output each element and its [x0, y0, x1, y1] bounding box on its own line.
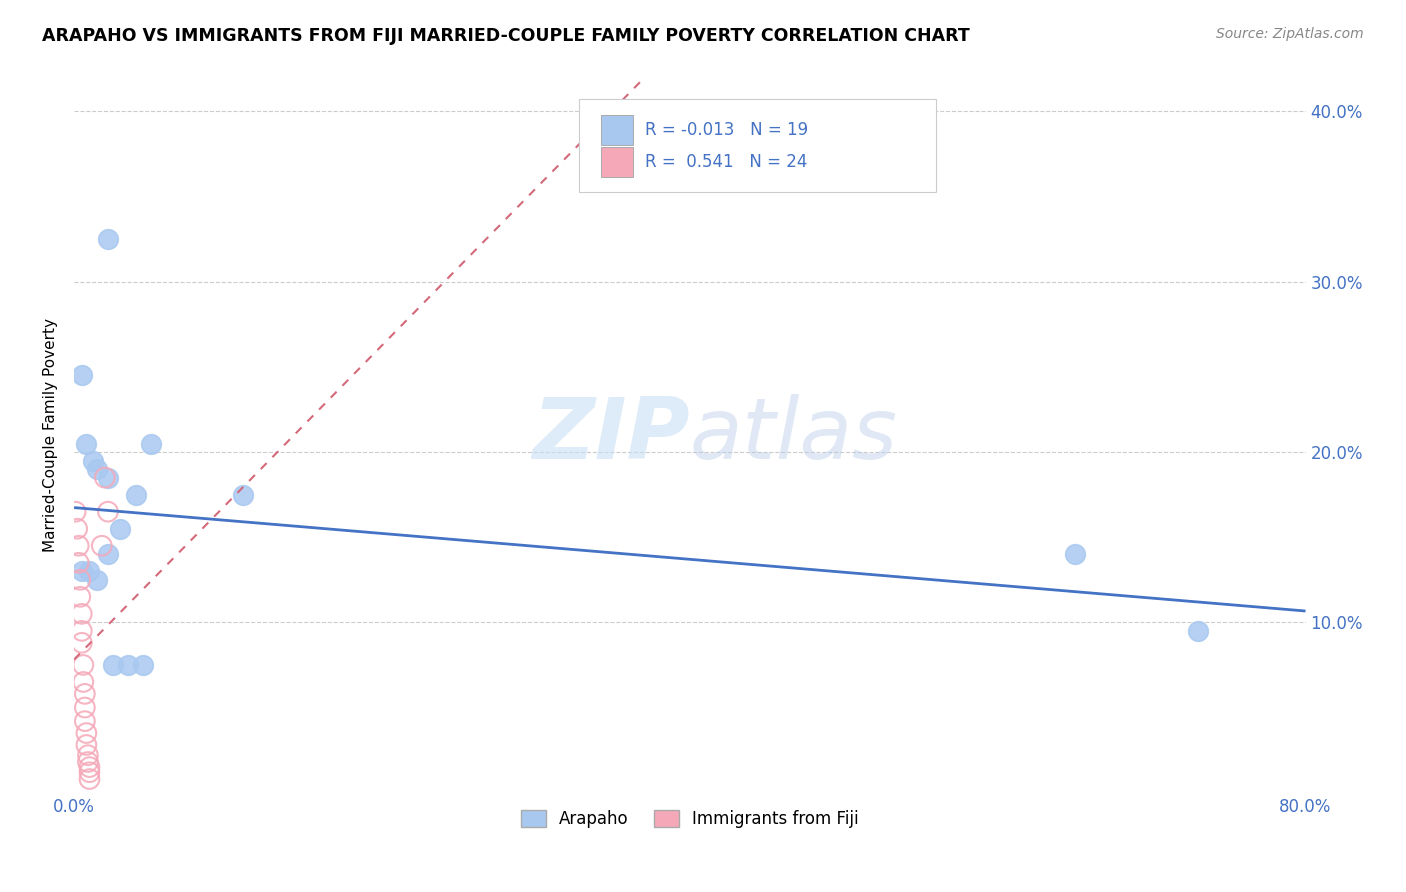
Point	[79, 760, 101, 774]
Point	[67, 539, 90, 553]
Point	[90, 539, 112, 553]
Point	[65, 505, 87, 519]
Legend: Arapaho, Immigrants from Fiji: Arapaho, Immigrants from Fiji	[515, 803, 866, 834]
Text: ZIP: ZIP	[533, 393, 690, 476]
FancyBboxPatch shape	[579, 99, 936, 192]
Point	[75, 738, 97, 752]
Point	[79, 765, 101, 780]
Point	[70, 624, 93, 638]
Point	[70, 564, 93, 578]
Point	[79, 564, 101, 578]
Point	[97, 470, 120, 484]
Point	[139, 436, 162, 450]
Text: ARAPAHO VS IMMIGRANTS FROM FIJI MARRIED-COUPLE FAMILY POVERTY CORRELATION CHART: ARAPAHO VS IMMIGRANTS FROM FIJI MARRIED-…	[42, 27, 970, 45]
Point	[70, 636, 93, 650]
Point	[75, 436, 97, 450]
Point	[72, 675, 94, 690]
Point	[86, 573, 108, 587]
Point	[1063, 547, 1085, 561]
Point	[70, 368, 93, 383]
Point	[73, 714, 96, 728]
Text: R = -0.013   N = 19: R = -0.013 N = 19	[645, 121, 808, 139]
Point	[86, 462, 108, 476]
Text: R =  0.541   N = 24: R = 0.541 N = 24	[645, 153, 808, 171]
FancyBboxPatch shape	[602, 147, 633, 177]
Point	[79, 772, 101, 786]
Point	[82, 453, 104, 467]
Point	[70, 607, 93, 621]
Point	[69, 573, 91, 587]
Point	[232, 488, 254, 502]
Point	[101, 657, 124, 672]
Point	[77, 755, 100, 769]
Point	[117, 657, 139, 672]
Point	[97, 232, 120, 246]
Point	[73, 700, 96, 714]
Point	[67, 556, 90, 570]
Point	[1187, 624, 1209, 638]
Point	[97, 547, 120, 561]
Point	[75, 726, 97, 740]
Text: atlas: atlas	[690, 393, 898, 476]
Point	[72, 657, 94, 672]
Point	[132, 657, 155, 672]
Point	[69, 590, 91, 604]
Point	[110, 522, 132, 536]
Point	[97, 505, 120, 519]
Text: Source: ZipAtlas.com: Source: ZipAtlas.com	[1216, 27, 1364, 41]
Y-axis label: Married-Couple Family Poverty: Married-Couple Family Poverty	[44, 318, 58, 552]
FancyBboxPatch shape	[602, 115, 633, 145]
Point	[94, 470, 117, 484]
Point	[77, 748, 100, 763]
Point	[66, 522, 89, 536]
Point	[73, 687, 96, 701]
Point	[124, 488, 146, 502]
